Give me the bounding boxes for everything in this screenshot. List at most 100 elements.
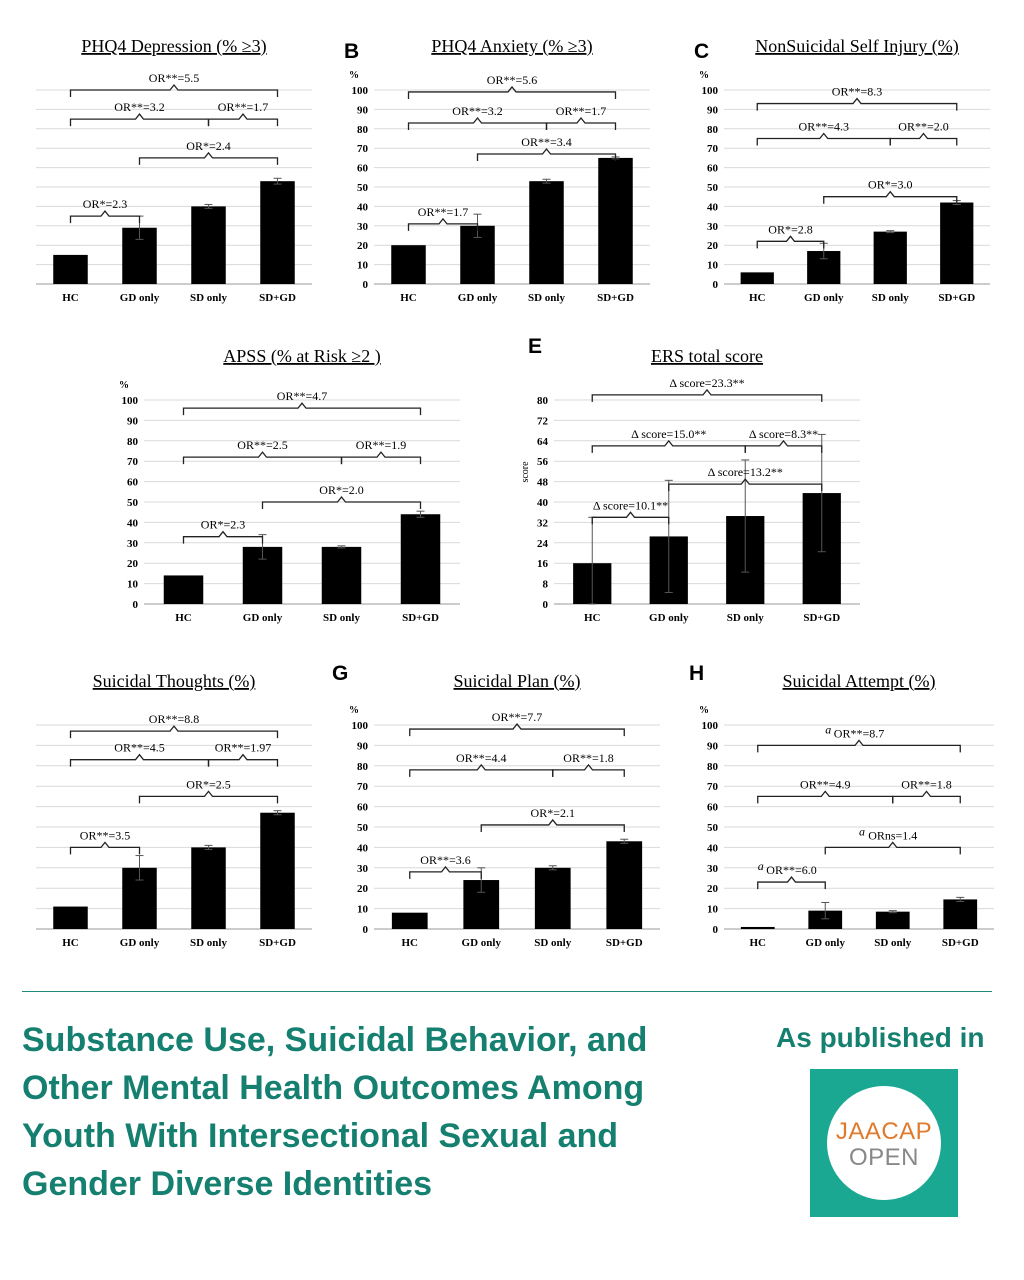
- bar-sd-only: [191, 847, 226, 929]
- chart-svg-A: PHQ4 Depression (% ≥3) HC GD only SD only SD…: [36, 36, 312, 304]
- bar-sd-only: [875, 911, 910, 929]
- y-tick-label: 30: [707, 221, 719, 233]
- chart-title: Suicidal Thoughts (%): [93, 671, 256, 692]
- x-category-label: SD+GD: [942, 937, 979, 949]
- logo-text-open: OPEN: [848, 1144, 919, 1171]
- bracket-label: OR**=1.7: [418, 205, 468, 219]
- y-tick-label: 10: [707, 260, 719, 272]
- significance-bracket: [591, 511, 670, 525]
- significance-bracket: [138, 790, 279, 804]
- significance-bracket: [756, 235, 825, 249]
- significance-bracket: [757, 739, 961, 753]
- y-tick-label: 30: [357, 863, 369, 875]
- chart-suicidal-plan: Suicidal Plan (%)% 0 10 20 30 40 50 60 70 80 90 100…: [340, 665, 670, 955]
- bracket-label: OR*=2.3: [83, 197, 127, 211]
- y-tick-label: 60: [707, 802, 719, 814]
- bracket-label: OR**=1.8: [901, 777, 951, 791]
- panel-letter-b: B: [344, 40, 360, 63]
- x-category-label: SD only: [872, 292, 909, 304]
- bar-sd-gd: [400, 514, 441, 604]
- bar-hc: [391, 912, 428, 929]
- bracket-label: OR**=3.6: [420, 853, 470, 867]
- x-category-label: HC: [175, 612, 192, 624]
- bracket-label: Δ score=10.1**: [593, 498, 668, 512]
- chart-title: PHQ4 Depression (% ≥3): [81, 36, 266, 57]
- significance-bracket: [182, 402, 422, 416]
- y-tick-label: 10: [357, 904, 369, 916]
- chart-title: Suicidal Plan (%): [454, 671, 581, 692]
- y-tick-label: 30: [127, 538, 139, 550]
- article-headline: Substance Use, Suicidal Behavior, and Ot…: [22, 1021, 648, 1203]
- y-tick-label: 10: [127, 579, 139, 591]
- significance-bracket: [757, 876, 826, 890]
- bracket-label: OR**=5.5: [149, 71, 199, 85]
- chart-apss: APSS (% at Risk ≥2 )% 0 10 20 30 40 50 60 70 80 90…: [110, 340, 470, 630]
- y-tick-label: 16: [537, 558, 549, 570]
- significance-bracket: [261, 495, 422, 509]
- x-category-label: GD only: [806, 937, 846, 949]
- y-tick-label: 0: [713, 924, 719, 936]
- bracket-label: Δ score=15.0**: [631, 427, 706, 441]
- x-category-label: SD+GD: [606, 937, 643, 949]
- bar-sd-only: [873, 231, 907, 284]
- logo-text-jaacap: JAACAP: [835, 1118, 933, 1145]
- chart-svg-G: Suicidal Plan (%)% 0 10 20 30 40 50 60 70 80 90 100…: [349, 671, 660, 949]
- x-category-label: SD+GD: [597, 292, 634, 304]
- significance-bracket: [69, 210, 141, 224]
- significance-bracket: [409, 723, 625, 737]
- bar-sd-gd: [940, 202, 974, 284]
- significance-bracket: [182, 451, 343, 465]
- y-axis-unit-label: %: [119, 380, 129, 391]
- significance-bracket: [756, 132, 891, 146]
- significance-bracket: [207, 113, 279, 127]
- y-tick-label: 60: [127, 477, 139, 489]
- significance-bracket: [756, 97, 958, 111]
- bracket-label-prefix: a: [859, 824, 865, 838]
- y-tick-label: 70: [127, 456, 139, 468]
- y-tick-label: 100: [352, 85, 369, 97]
- y-tick-label: 40: [537, 497, 549, 509]
- bar-hc: [391, 245, 426, 284]
- bracket-label: OR**=1.97: [215, 741, 271, 755]
- bracket-label: Δ score=13.2**: [708, 465, 783, 479]
- bracket-label: OR**=3.4: [521, 135, 571, 149]
- bar-sd-only: [529, 181, 564, 284]
- x-category-label: HC: [750, 937, 767, 949]
- bar-hc: [740, 926, 775, 929]
- bar-hc: [53, 906, 88, 929]
- significance-bracket: [757, 790, 894, 804]
- bar-sd-gd: [598, 157, 633, 284]
- bar-hc: [740, 272, 774, 284]
- significance-bracket: [552, 763, 625, 777]
- y-tick-label: 100: [352, 720, 369, 732]
- bracket-label: Δ score=8.3**: [749, 427, 818, 441]
- bracket-label: OR**=4.7: [277, 389, 327, 403]
- bar-sd-gd: [260, 812, 295, 929]
- bracket-label: OR**=4.3: [799, 120, 849, 134]
- x-category-label: HC: [584, 612, 601, 624]
- chart-title: APSS (% at Risk ≥2 ): [223, 346, 380, 367]
- bracket-label: OR**=7.7: [492, 710, 542, 724]
- x-category-label: GD only: [462, 937, 502, 949]
- significance-bracket: [591, 439, 746, 453]
- chart-title: PHQ4 Anxiety (% ≥3): [431, 36, 592, 57]
- bracket-label: OR**=1.7: [218, 100, 268, 114]
- y-tick-label: 90: [707, 104, 719, 116]
- y-tick-label: 40: [707, 842, 719, 854]
- significance-bracket: [409, 763, 554, 777]
- x-category-label: SD+GD: [259, 937, 296, 949]
- bracket-label: Δ score=23.3**: [669, 376, 744, 390]
- y-axis-unit-label: %: [699, 70, 709, 81]
- y-tick-label: 60: [357, 163, 369, 175]
- y-axis-unit-label: %: [349, 70, 359, 81]
- bracket-label: OR**=4.9: [800, 777, 850, 791]
- significance-bracket: [207, 753, 279, 767]
- x-category-label: SD only: [528, 292, 565, 304]
- chart-suicidal-attempt: Suicidal Attempt (%)% 0 10 20 30 40 50 60 70 80 90…: [690, 665, 1004, 955]
- y-tick-label: 70: [707, 781, 719, 793]
- published-in-label: As published in: [776, 1022, 985, 1053]
- chart-suicidal-thoughts: Suicidal Thoughts (%) HC GD only SD only SD+…: [22, 665, 322, 955]
- panel-letter-e: E: [528, 335, 543, 358]
- x-category-label: HC: [400, 292, 417, 304]
- significance-bracket: [744, 439, 823, 453]
